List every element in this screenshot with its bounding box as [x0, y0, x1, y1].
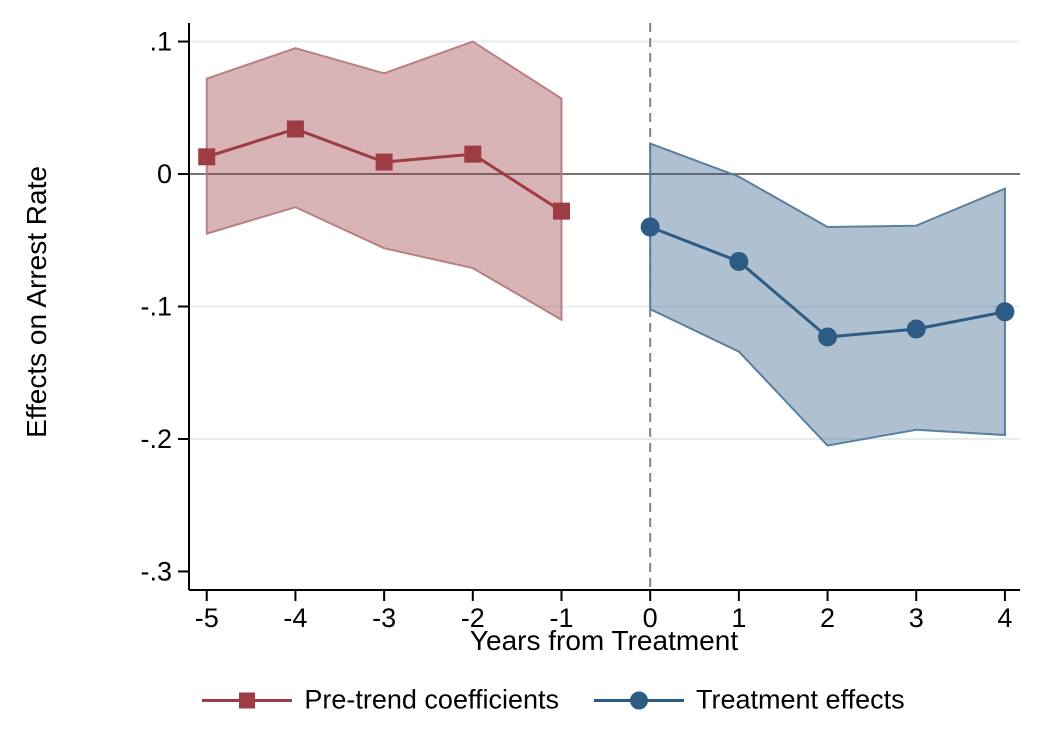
legend-label-pretrend: Pre-trend coefficients: [304, 684, 560, 715]
pretrend-marker: [198, 148, 216, 166]
pretrend-line-square-icon: [202, 692, 293, 708]
x-axis-title: Years from Treatment: [469, 625, 739, 656]
y-tick-label: -.1: [140, 292, 172, 322]
y-axis-title: Effects on Arrest Rate: [21, 166, 52, 438]
treatment-marker: [729, 251, 749, 271]
treatment-line-circle-icon: [594, 691, 685, 709]
legend-item-pretrend: Pre-trend coefficients: [201, 685, 559, 716]
legend-label-treatment: Treatment effects: [696, 684, 905, 715]
treatment-marker: [995, 302, 1015, 322]
x-tick-label: -3: [372, 603, 396, 633]
x-tick-label: 3: [909, 603, 924, 633]
legend-item-treatment: Treatment effects: [593, 685, 905, 716]
legend: Pre-trend coefficients Treatment effects: [0, 685, 1042, 716]
y-tick-label: 0: [157, 159, 172, 189]
x-tick-label: 2: [820, 603, 835, 633]
treatment-marker: [906, 319, 926, 339]
y-tick-label: -.2: [140, 424, 172, 454]
pretrend-marker: [464, 145, 482, 163]
pretrend-marker: [375, 153, 393, 171]
treatment-marker: [640, 217, 660, 237]
y-tick-label: -.3: [140, 556, 172, 586]
x-tick-label: -1: [549, 603, 573, 633]
x-tick-label: 4: [997, 603, 1012, 633]
pretrend-marker: [552, 202, 570, 220]
treatment-marker: [818, 327, 838, 347]
y-tick-label: .1: [149, 27, 172, 57]
x-tick-label: -5: [195, 603, 219, 633]
x-tick-label: 1: [731, 603, 746, 633]
x-tick-label: 0: [643, 603, 658, 633]
pretrend-marker: [286, 120, 304, 138]
confidence-band-pretrend: [205, 40, 563, 322]
x-tick-label: -4: [283, 603, 307, 633]
confidence-band-treatment: [649, 142, 1006, 447]
x-tick-label: -2: [461, 603, 485, 633]
